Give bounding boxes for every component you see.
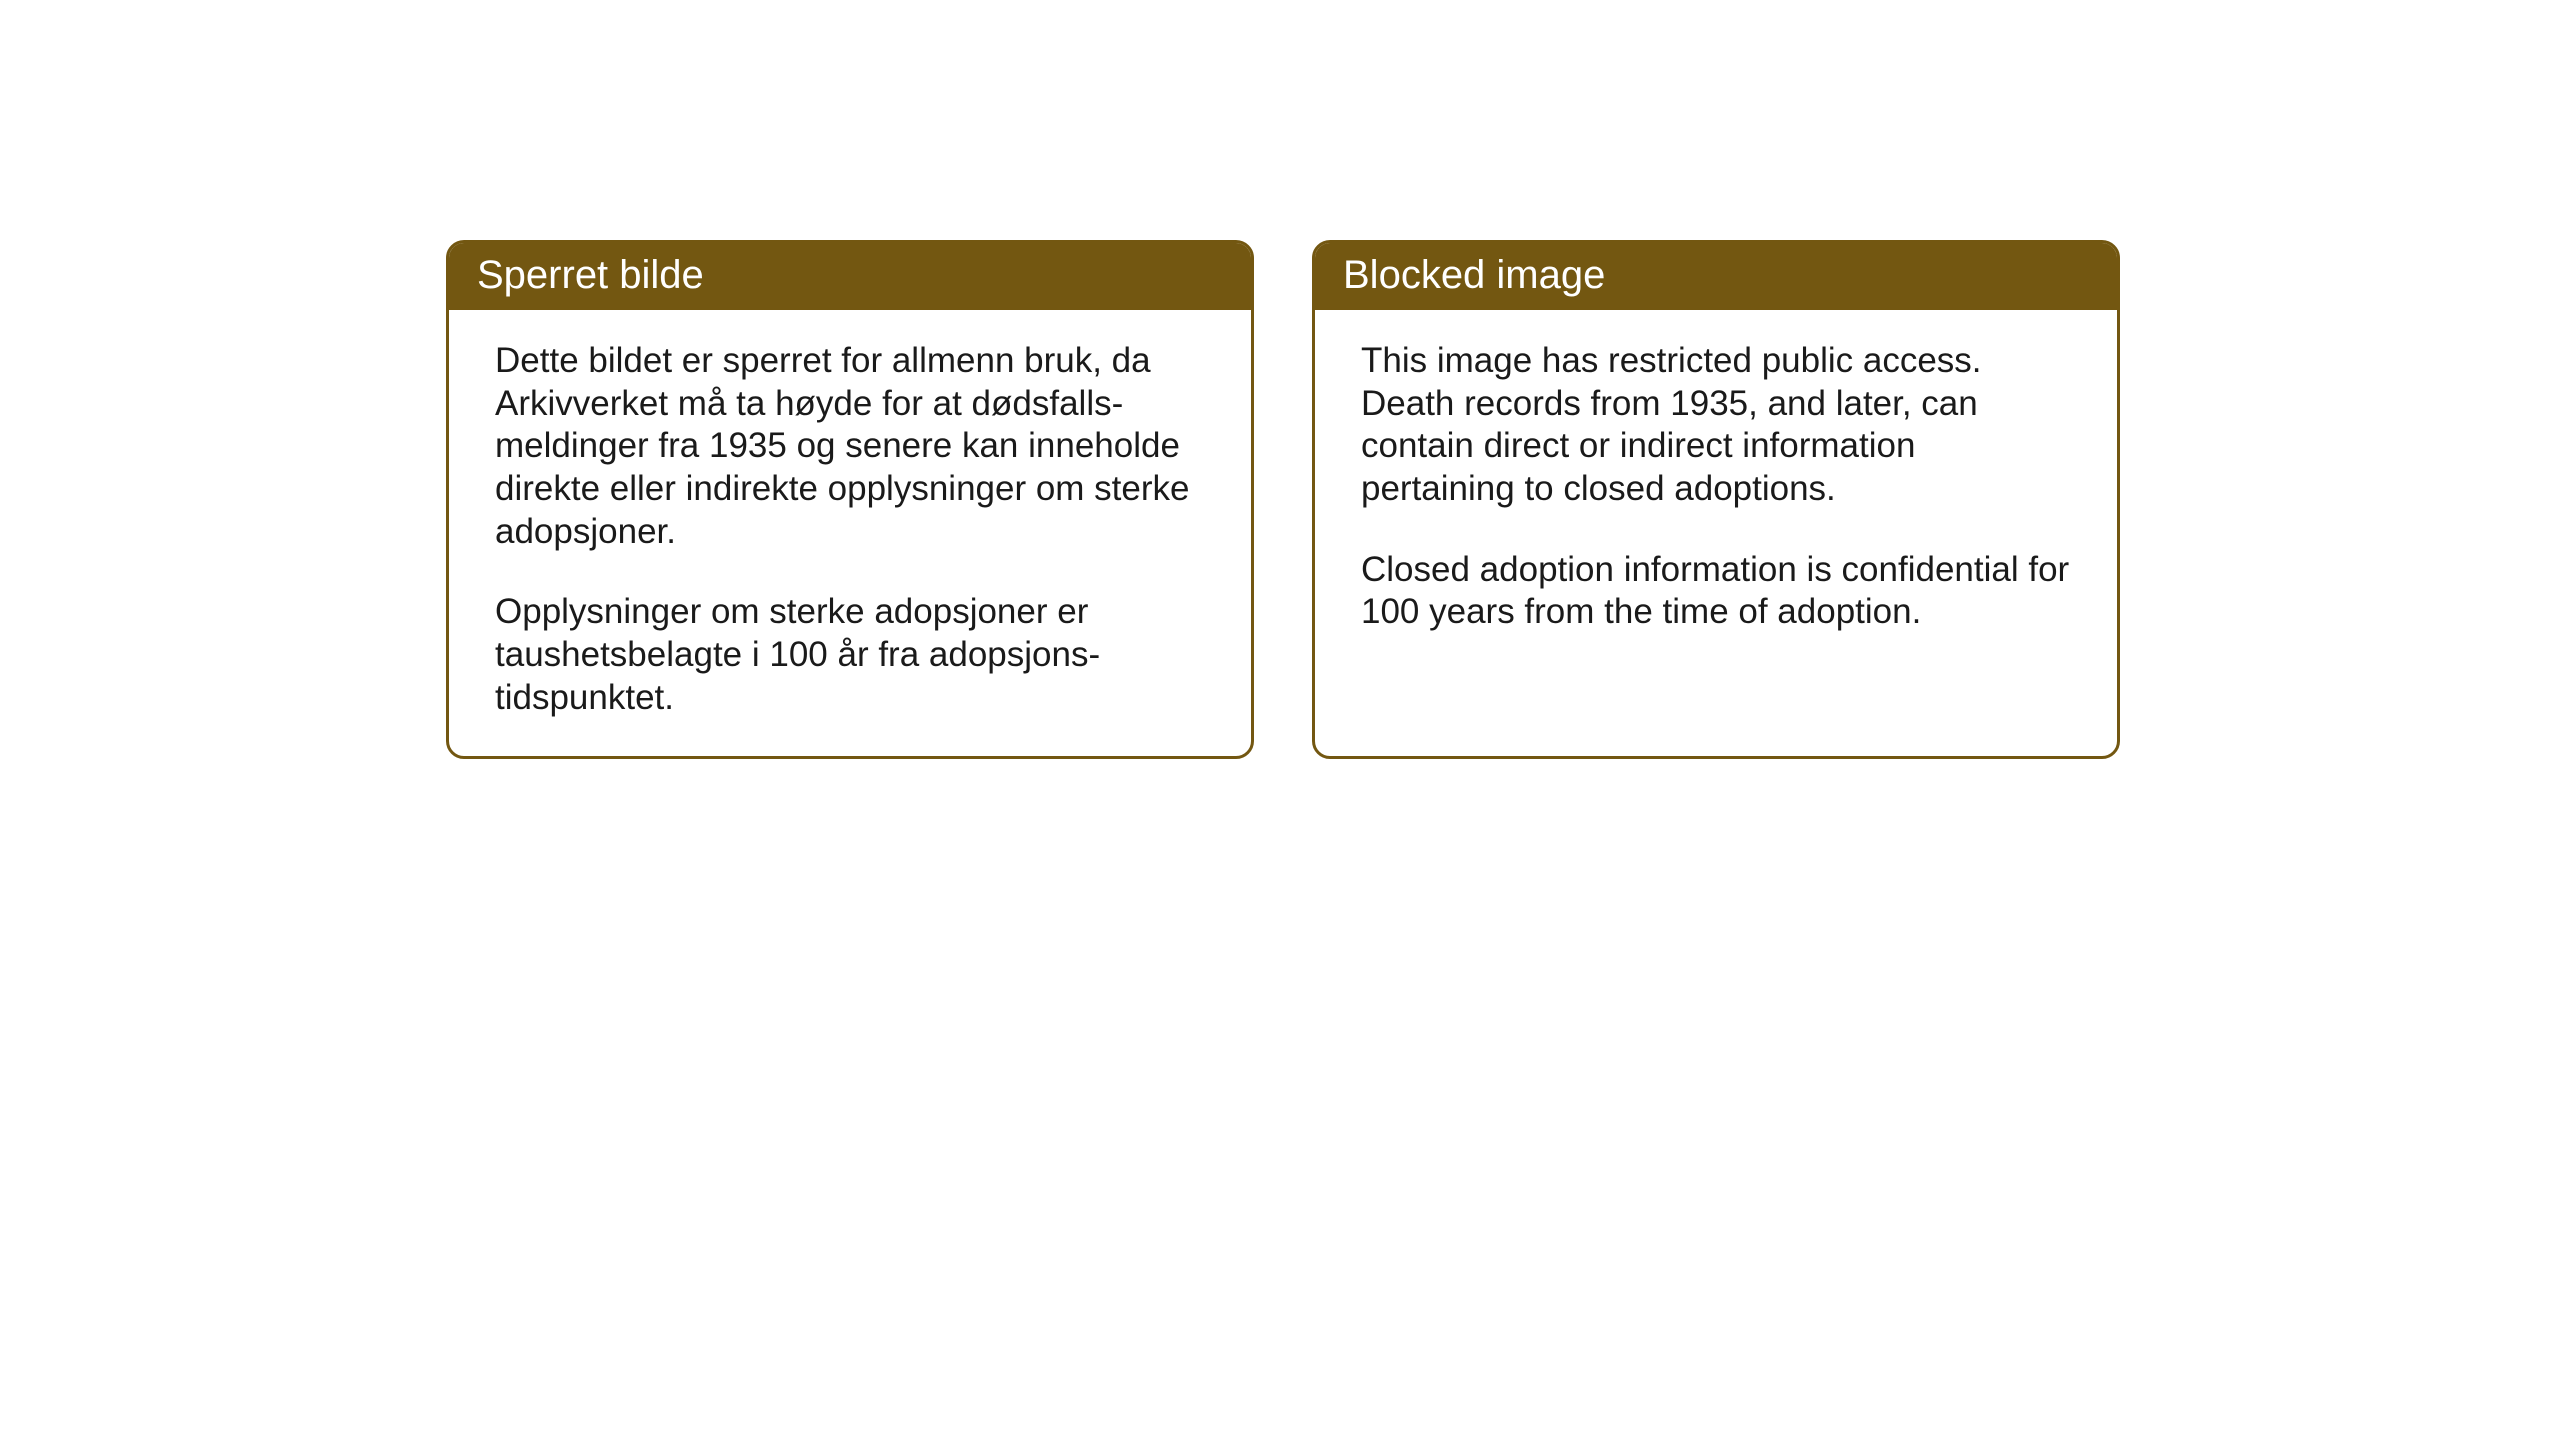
- notice-header-norwegian: Sperret bilde: [449, 243, 1251, 310]
- notice-container: Sperret bilde Dette bildet er sperret fo…: [446, 240, 2120, 759]
- notice-body-english: This image has restricted public access.…: [1315, 310, 2117, 712]
- notice-paragraph-1-norwegian: Dette bildet er sperret for allmenn bruk…: [495, 340, 1205, 553]
- notice-title-norwegian: Sperret bilde: [477, 253, 704, 297]
- notice-card-norwegian: Sperret bilde Dette bildet er sperret fo…: [446, 240, 1254, 759]
- notice-title-english: Blocked image: [1343, 253, 1605, 297]
- notice-paragraph-1-english: This image has restricted public access.…: [1361, 340, 2071, 511]
- notice-header-english: Blocked image: [1315, 243, 2117, 310]
- notice-paragraph-2-norwegian: Opplysninger om sterke adopsjoner er tau…: [495, 591, 1205, 719]
- notice-card-english: Blocked image This image has restricted …: [1312, 240, 2120, 759]
- notice-body-norwegian: Dette bildet er sperret for allmenn bruk…: [449, 310, 1251, 756]
- notice-paragraph-2-english: Closed adoption information is confident…: [1361, 549, 2071, 634]
